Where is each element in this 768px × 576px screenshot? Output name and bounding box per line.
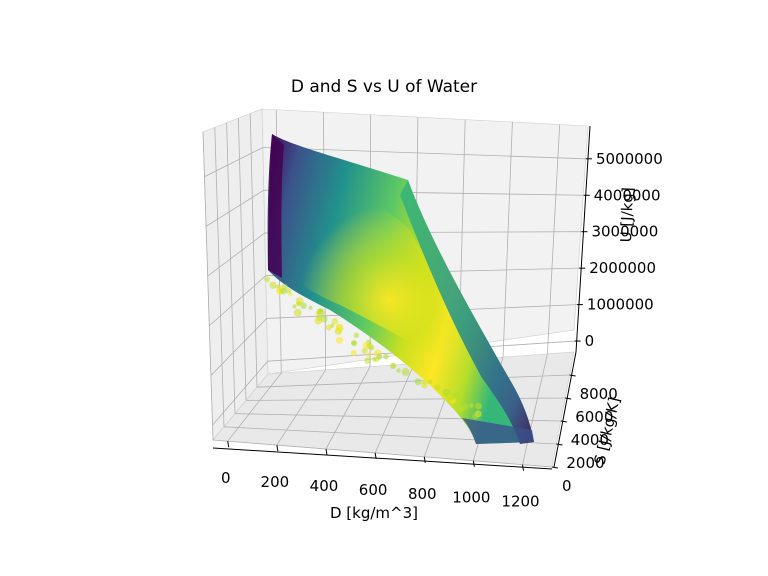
y-tick-label-3: 6000 [575,408,613,426]
scatter-point [331,318,339,325]
scatter-point [280,287,287,295]
scatter-point [325,324,332,331]
z-axis-line [575,125,591,353]
scatter-point [335,336,343,344]
y-tick-mark-0 [551,466,559,469]
z-axis-label: U [J/kg] [617,187,637,243]
x-tick-mark-1 [276,445,279,452]
x-axis-label: D [kg/m^3] [330,504,418,522]
chart-title: D and S vs U of Water [290,77,478,97]
scatter-point [454,393,460,399]
scatter-point [446,393,455,402]
axis-lines [212,125,592,471]
y-tick-mark-4 [569,374,576,377]
scatter-point [376,353,383,360]
scatter-point [383,353,389,360]
x-tick-label-4: 800 [408,485,437,503]
y-tick-mark-3 [565,397,572,400]
scatter-point [469,403,474,408]
y-tick-label-1: 2000 [566,454,604,472]
scatter-point [314,316,323,325]
scatter-point [335,325,344,333]
scatter-point [462,403,469,410]
z-tick-label-4: 4000000 [594,186,661,204]
y-tick-label-2: 4000 [571,431,609,449]
scatter-point [427,379,433,385]
z-tick-label-1: 1000000 [587,296,654,314]
scatter-point [366,352,371,358]
surface-left-band [268,134,284,278]
scatter-point [308,305,313,310]
z-tick-label-3: 3000000 [591,223,658,241]
scatter-point [401,367,410,376]
z-tick-label-2: 2000000 [589,259,656,277]
scatter-point [293,308,302,317]
scatter-point [269,281,277,289]
x-tick-label-6: 1200 [501,493,539,511]
x-tick-mark-0 [227,441,230,448]
x-tick-mark-2 [325,448,328,456]
y-tick-mark-1 [556,443,563,446]
y-tick-label-4: 8000 [580,385,618,403]
scatter-point [320,315,328,323]
z-tick-label-5: 5000000 [596,150,663,168]
x-tick-labels: 0 200 400 600 800 1000 1200 [221,469,540,510]
scatter-point [396,368,401,373]
scatter-point [472,413,479,420]
scatter-point [442,388,450,397]
surface-core [280,170,480,380]
scatter-point [264,276,271,283]
scatter-surface [264,134,534,444]
scatter-point [372,357,377,362]
scatter-point [364,357,371,364]
y-tick-label-0: 0 [562,477,572,495]
scatter-point [316,309,325,317]
scatter-point [295,297,304,305]
scatter-point [353,332,359,339]
x-tick-label-5: 1000 [452,489,490,507]
x-tick-label-2: 400 [310,477,339,495]
x-tick-label-1: 200 [261,473,290,491]
z-tick-label-0: 0 [585,332,595,350]
x-axis-line [212,447,553,470]
y-tick-mark-2 [560,420,567,423]
scatter-point [421,382,428,389]
scatter-point [414,378,422,386]
scatter-point [292,304,297,309]
x-tick-label-0: 0 [221,469,231,487]
scatter-point [391,363,396,368]
surface-right-band [400,180,534,444]
scatter-point [434,384,441,391]
scatter-point [300,302,308,310]
y-axis-line [553,351,577,468]
scatter-point [366,342,373,349]
x-tick-mark-4 [423,456,426,463]
scatter-point [458,406,465,413]
scatter-point [351,340,358,347]
y-tick-labels: 0 2000 4000 6000 8000 [562,385,618,495]
x-tick-label-3: 600 [359,481,388,499]
scatter-point [285,288,292,294]
scatter-point [350,349,357,356]
surface-bottom-band [462,418,534,444]
scatter-point [475,402,482,410]
z-tick-labels: 0 1000000 2000000 3000000 4000000 5000000 [585,150,663,350]
scatter-fringe [264,276,482,420]
